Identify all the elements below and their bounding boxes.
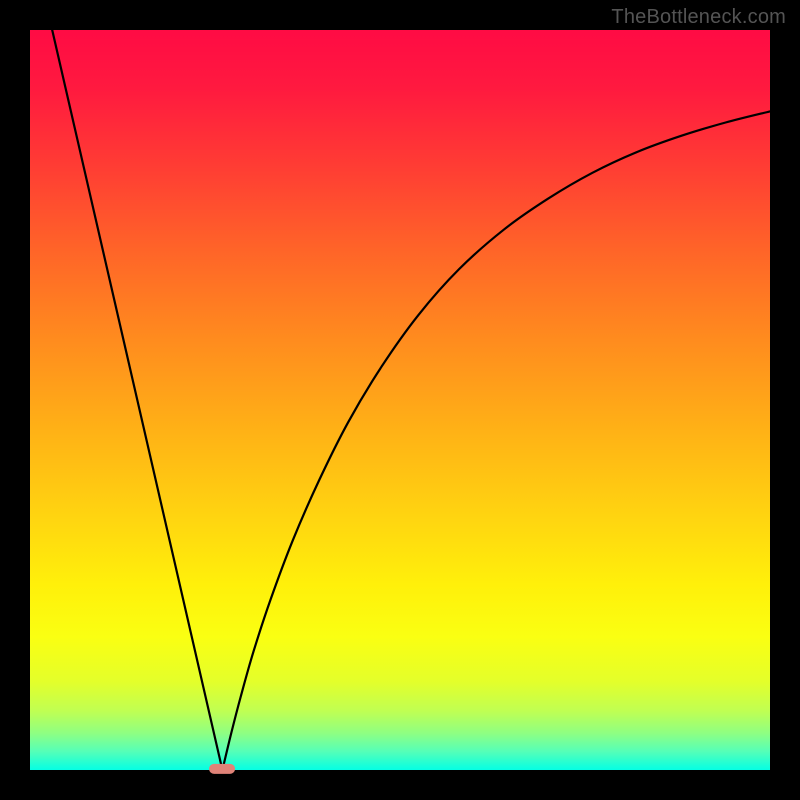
min-marker [209, 763, 235, 773]
plot-area [30, 30, 770, 770]
chart-background-gradient [30, 30, 770, 770]
watermark-text: TheBottleneck.com [611, 6, 786, 29]
